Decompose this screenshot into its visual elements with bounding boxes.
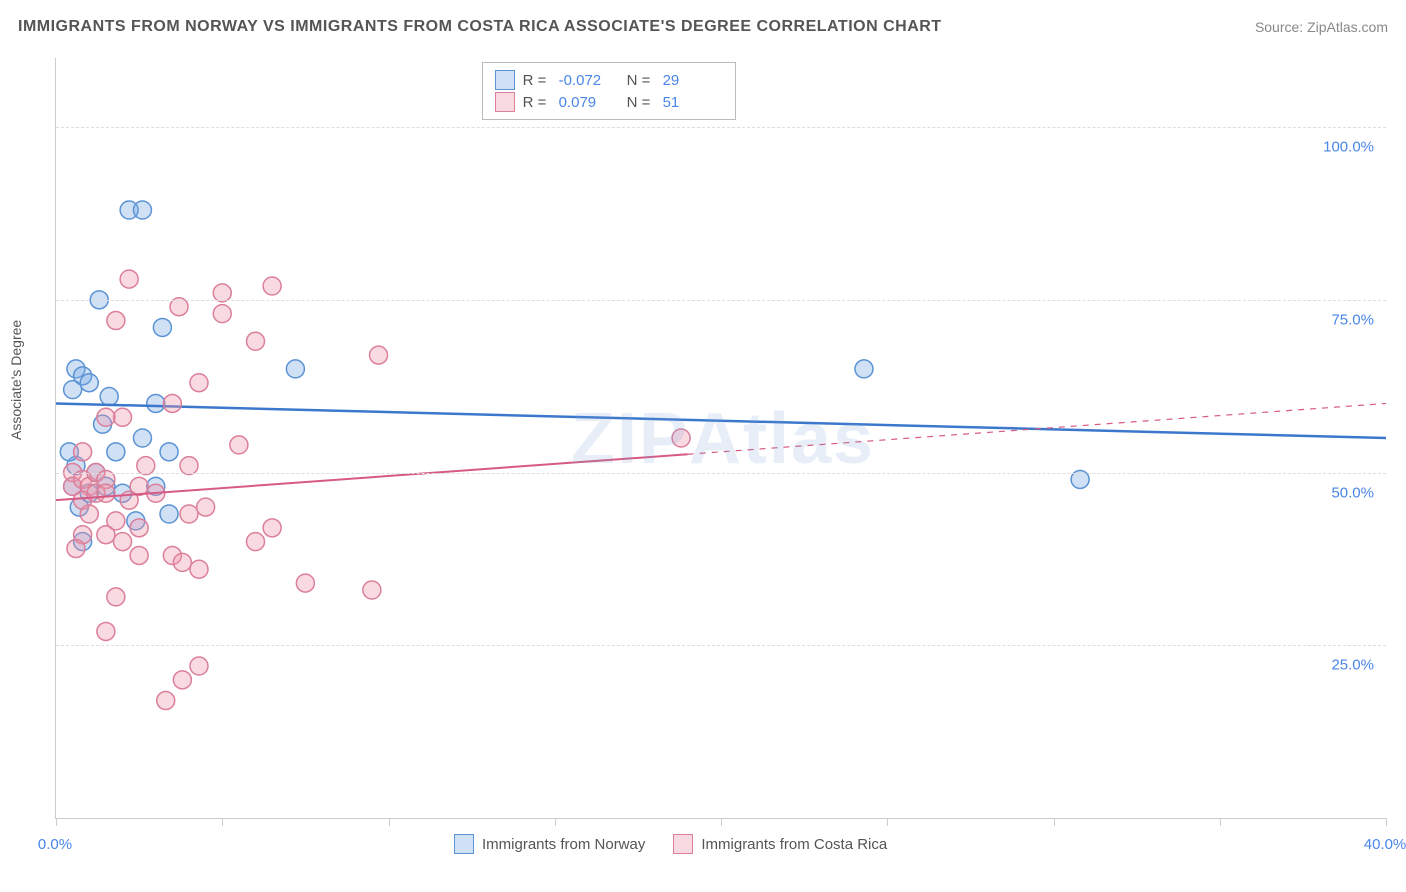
- data-point: [64, 381, 82, 399]
- data-point: [160, 443, 178, 461]
- data-point: [213, 305, 231, 323]
- legend-r-value: -0.072: [559, 72, 619, 89]
- source-label: Source: ZipAtlas.com: [1255, 19, 1388, 35]
- data-point: [672, 429, 690, 447]
- y-axis-title: Associate's Degree: [8, 320, 24, 440]
- data-point: [263, 519, 281, 537]
- data-point: [363, 581, 381, 599]
- data-point: [247, 332, 265, 350]
- data-point: [107, 588, 125, 606]
- data-point: [130, 519, 148, 537]
- trend-line-dashed: [688, 403, 1386, 454]
- legend-r-value: 0.079: [559, 94, 619, 111]
- legend-bottom: Immigrants from Norway Immigrants from Co…: [454, 834, 887, 854]
- grid-line: [56, 645, 1386, 646]
- legend-swatch: [454, 834, 474, 854]
- y-tick-label: 25.0%: [1331, 657, 1374, 674]
- data-point: [190, 560, 208, 578]
- data-point: [80, 505, 98, 523]
- x-tick: [721, 818, 722, 826]
- legend-series-name: Immigrants from Norway: [482, 836, 645, 853]
- legend-n-value: 29: [663, 72, 723, 89]
- data-point: [120, 270, 138, 288]
- data-point: [197, 498, 215, 516]
- data-point: [74, 443, 92, 461]
- y-tick-label: 75.0%: [1331, 311, 1374, 328]
- data-point: [190, 657, 208, 675]
- grid-line: [56, 127, 1386, 128]
- data-point: [107, 312, 125, 330]
- data-point: [190, 374, 208, 392]
- legend-swatch: [495, 70, 515, 90]
- data-point: [133, 201, 151, 219]
- data-point: [157, 692, 175, 710]
- data-point: [97, 484, 115, 502]
- x-tick: [222, 818, 223, 826]
- legend-r-label: R =: [523, 94, 551, 111]
- data-point: [286, 360, 304, 378]
- x-tick: [1220, 818, 1221, 826]
- x-tick: [1054, 818, 1055, 826]
- header-bar: IMMIGRANTS FROM NORWAY VS IMMIGRANTS FRO…: [18, 18, 1388, 36]
- legend-swatch: [673, 834, 693, 854]
- legend-n-value: 51: [663, 94, 723, 111]
- data-point: [855, 360, 873, 378]
- legend-n-label: N =: [627, 72, 655, 89]
- x-tick: [1386, 818, 1387, 826]
- data-point: [80, 374, 98, 392]
- data-point: [133, 429, 151, 447]
- plot-area: ZIPAtlas R =-0.072N =29R =0.079N =51 25.…: [55, 58, 1386, 819]
- legend-item: Immigrants from Costa Rica: [673, 834, 887, 854]
- x-tick-label: 40.0%: [1364, 836, 1406, 853]
- data-point: [180, 505, 198, 523]
- data-point: [296, 574, 314, 592]
- legend-stats-row: R = 0.079 N = 51: [495, 91, 723, 113]
- chart-title: IMMIGRANTS FROM NORWAY VS IMMIGRANTS FRO…: [18, 18, 942, 36]
- grid-line: [56, 300, 1386, 301]
- data-point: [147, 394, 165, 412]
- data-point: [130, 477, 148, 495]
- data-point: [153, 318, 171, 336]
- data-point: [173, 553, 191, 571]
- data-point: [230, 436, 248, 454]
- data-point: [97, 526, 115, 544]
- data-point: [163, 394, 181, 412]
- data-point: [97, 622, 115, 640]
- data-point: [114, 533, 132, 551]
- legend-series-name: Immigrants from Costa Rica: [701, 836, 887, 853]
- data-point: [100, 388, 118, 406]
- legend-r-label: R =: [523, 72, 551, 89]
- legend-stats-box: R = -0.072 N = 29 R = 0.079 N = 51: [482, 62, 736, 120]
- data-point: [114, 408, 132, 426]
- trend-line: [56, 403, 1386, 438]
- data-point: [370, 346, 388, 364]
- data-point: [160, 505, 178, 523]
- x-tick-label: 0.0%: [38, 836, 72, 853]
- x-tick: [555, 818, 556, 826]
- legend-stats-row: R = -0.072 N = 29: [495, 69, 723, 91]
- x-tick: [389, 818, 390, 826]
- y-tick-label: 100.0%: [1323, 139, 1374, 156]
- data-point: [97, 408, 115, 426]
- data-point: [107, 443, 125, 461]
- data-point: [263, 277, 281, 295]
- legend-item: Immigrants from Norway: [454, 834, 645, 854]
- legend-swatch: [495, 92, 515, 112]
- data-point: [67, 540, 85, 558]
- x-tick: [887, 818, 888, 826]
- data-point: [173, 671, 191, 689]
- y-tick-label: 50.0%: [1331, 484, 1374, 501]
- grid-line: [56, 473, 1386, 474]
- chart-svg: [56, 58, 1386, 818]
- data-point: [130, 546, 148, 564]
- data-point: [247, 533, 265, 551]
- legend-n-label: N =: [627, 94, 655, 111]
- x-tick: [56, 818, 57, 826]
